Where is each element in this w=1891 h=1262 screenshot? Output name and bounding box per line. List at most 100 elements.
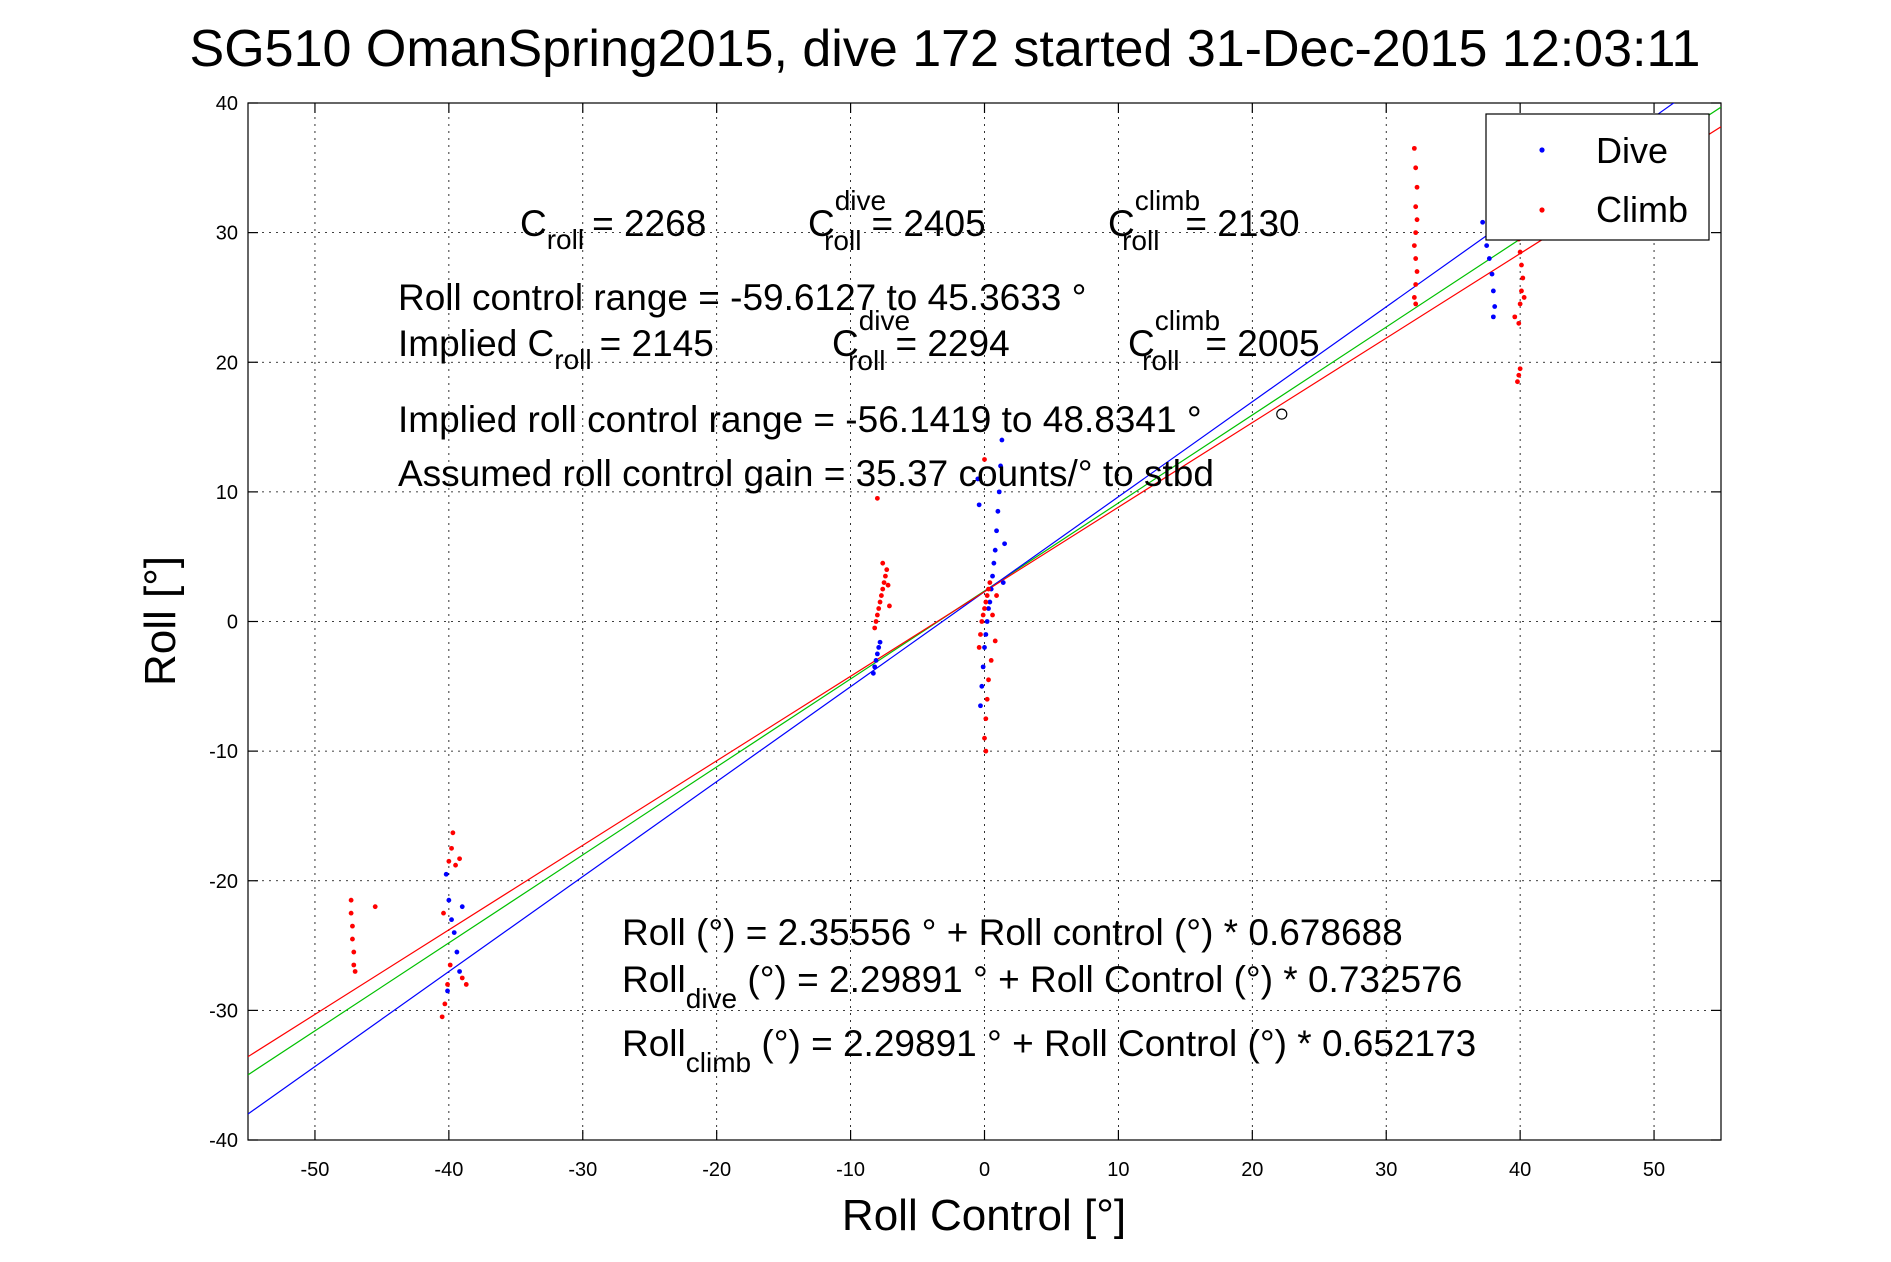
data-point-dive bbox=[986, 606, 991, 611]
data-point-climb bbox=[1517, 249, 1523, 255]
data-point-climb bbox=[351, 962, 357, 968]
data-point-dive bbox=[999, 437, 1005, 443]
annotation-croll: Croll = 2268 bbox=[520, 203, 706, 255]
data-point-climb bbox=[877, 599, 883, 605]
y-tick-label: -40 bbox=[209, 1130, 238, 1152]
data-point-dive bbox=[1000, 580, 1006, 586]
data-point-climb bbox=[348, 910, 354, 916]
data-point-climb bbox=[446, 858, 452, 864]
data-point-climb bbox=[984, 593, 990, 598]
x-tick-label: -20 bbox=[702, 1159, 731, 1181]
outlier-marker bbox=[1276, 408, 1288, 420]
data-point-climb bbox=[1413, 165, 1419, 171]
data-point-climb bbox=[982, 606, 987, 611]
data-point-dive bbox=[998, 463, 1003, 469]
x-tick-label: 50 bbox=[1643, 1159, 1665, 1181]
data-point-dive bbox=[1490, 314, 1496, 320]
data-point-climb bbox=[872, 625, 878, 631]
data-point-dive bbox=[457, 969, 462, 974]
data-point-climb bbox=[1413, 301, 1419, 307]
y-tick-label: -30 bbox=[209, 1000, 238, 1022]
x-tick-label: 30 bbox=[1375, 1159, 1397, 1181]
annotation-fit-climb: Rollclimb (°) = 2.29891 ° + Roll Control… bbox=[622, 1023, 1476, 1078]
annotation-croll-dive: Cdive roll = 2405 bbox=[808, 185, 986, 256]
data-point-climb bbox=[1512, 314, 1518, 320]
data-point-dive bbox=[975, 476, 981, 482]
data-point-climb bbox=[439, 1014, 445, 1020]
x-tick-label: -50 bbox=[301, 1159, 330, 1181]
data-point-climb bbox=[885, 582, 891, 588]
data-point-climb bbox=[453, 862, 458, 868]
data-point-dive bbox=[992, 547, 998, 553]
data-point-climb bbox=[1413, 230, 1419, 236]
x-tick-label: 40 bbox=[1509, 1159, 1531, 1181]
series-dive bbox=[443, 219, 1498, 994]
data-point-dive bbox=[982, 645, 987, 650]
data-point-dive bbox=[1486, 256, 1492, 261]
legend-climb-marker bbox=[1539, 207, 1545, 213]
data-point-climb bbox=[1414, 217, 1420, 223]
data-point-climb bbox=[884, 567, 890, 573]
data-point-climb bbox=[873, 619, 879, 624]
data-point-climb bbox=[1515, 379, 1520, 385]
data-point-climb bbox=[874, 612, 880, 618]
data-point-dive bbox=[980, 664, 986, 670]
data-point-climb bbox=[1411, 243, 1417, 248]
series-climb bbox=[348, 145, 1527, 1020]
data-point-dive bbox=[987, 599, 993, 605]
data-point-climb bbox=[463, 982, 469, 987]
data-point-climb bbox=[983, 599, 989, 605]
data-point-climb bbox=[982, 735, 987, 741]
data-point-climb bbox=[441, 910, 446, 916]
data-point-climb bbox=[1517, 301, 1523, 307]
legend-box bbox=[1485, 113, 1710, 241]
data-point-climb bbox=[987, 580, 993, 586]
data-point-dive bbox=[991, 560, 997, 566]
data-point-dive bbox=[449, 917, 454, 923]
annotation-implied-dive: Cdive roll = 2294 bbox=[832, 305, 1010, 376]
data-point-dive bbox=[1492, 304, 1498, 309]
data-point-dive bbox=[446, 897, 452, 903]
data-point-climb bbox=[1520, 275, 1526, 281]
data-point-climb bbox=[1519, 288, 1524, 294]
annotation-fit-all: Roll (°) = 2.35556 ° + Roll control (°) … bbox=[622, 912, 1403, 953]
data-point-climb bbox=[887, 603, 892, 609]
annotation-fit-dive: Rolldive (°) = 2.29891 ° + Roll Control … bbox=[622, 959, 1462, 1014]
y-tick-label: 20 bbox=[216, 352, 238, 374]
data-point-climb bbox=[459, 975, 465, 981]
data-point-climb bbox=[880, 560, 886, 566]
data-point-climb bbox=[976, 645, 982, 650]
data-point-dive bbox=[877, 639, 883, 645]
data-point-climb bbox=[979, 619, 985, 624]
legend: Dive Climb bbox=[1485, 113, 1710, 241]
data-point-climb bbox=[372, 904, 378, 910]
data-point-climb bbox=[350, 923, 355, 929]
data-point-climb bbox=[1521, 295, 1527, 300]
data-point-climb bbox=[980, 612, 986, 618]
outlier-circle bbox=[1276, 408, 1288, 420]
data-point-dive bbox=[1484, 243, 1490, 248]
annotations: Croll = 2268 Cdive roll = 2405 Cclimb roll = … bbox=[398, 185, 1476, 1078]
x-ticks: -50 -40 -30 -20 -10 0 10 20 30 40 50 bbox=[301, 103, 1665, 1181]
data-point-dive bbox=[976, 502, 982, 508]
data-point-dive bbox=[876, 645, 882, 650]
data-point-climb bbox=[986, 677, 991, 683]
data-point-climb bbox=[990, 612, 995, 618]
data-point-climb bbox=[447, 962, 453, 968]
scatter-points bbox=[348, 145, 1527, 1020]
data-point-dive bbox=[983, 632, 989, 637]
y-tick-label: 30 bbox=[216, 223, 238, 245]
data-point-climb bbox=[1413, 282, 1419, 287]
y-tick-label: 40 bbox=[216, 93, 238, 115]
data-point-dive bbox=[451, 930, 457, 935]
data-point-dive bbox=[872, 664, 878, 670]
x-tick-label: -10 bbox=[836, 1159, 865, 1181]
data-point-dive bbox=[1490, 288, 1496, 294]
data-point-climb bbox=[1411, 145, 1417, 151]
data-point-climb bbox=[994, 593, 999, 598]
data-point-climb bbox=[1411, 295, 1417, 300]
data-point-climb bbox=[883, 573, 888, 579]
data-point-dive bbox=[459, 904, 465, 910]
x-tick-label: 20 bbox=[1241, 1159, 1263, 1181]
data-point-dive bbox=[443, 871, 449, 877]
